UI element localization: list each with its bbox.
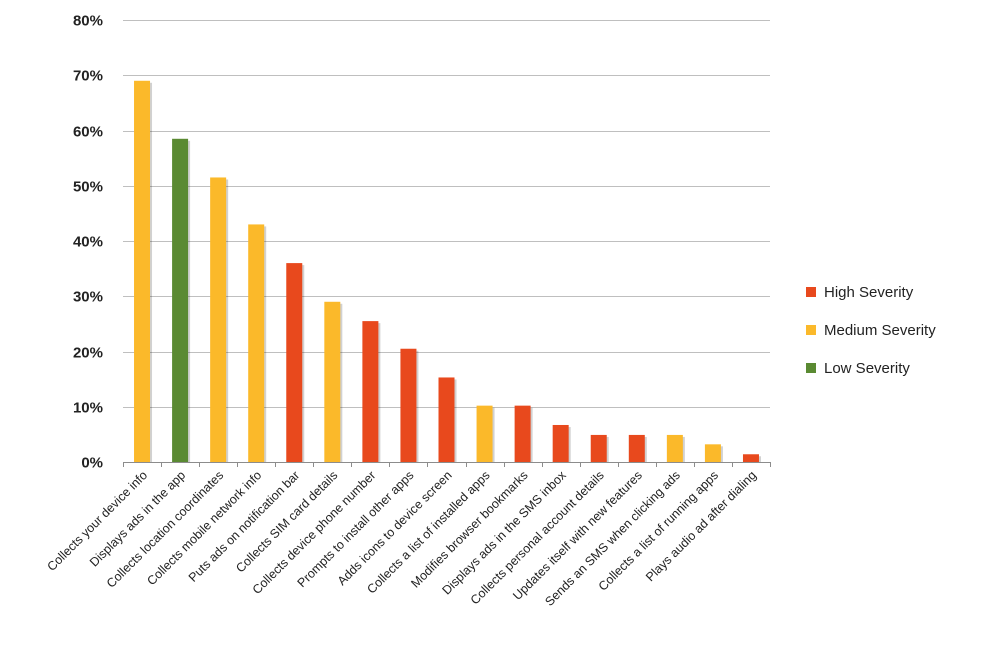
bar xyxy=(286,263,303,462)
bar xyxy=(552,424,569,462)
legend-label: Low Severity xyxy=(824,360,910,377)
legend-label: High Severity xyxy=(824,284,914,301)
y-tick-label: 20% xyxy=(73,345,103,362)
bar xyxy=(704,444,721,462)
y-tick-label: 0% xyxy=(81,455,103,472)
bar xyxy=(742,454,759,462)
legend-swatch xyxy=(806,287,816,297)
y-tick-label: 50% xyxy=(73,179,103,196)
bar xyxy=(362,321,379,462)
legend: High Severity Medium Severity Low Severity xyxy=(806,284,936,377)
bar xyxy=(210,177,227,462)
y-tick-label: 10% xyxy=(73,400,103,417)
bar xyxy=(438,377,455,462)
bar xyxy=(134,80,151,463)
y-axis-tick-labels: 0% 10% 20% 30% 40% 50% 60% 70% 80% xyxy=(73,13,103,472)
bar xyxy=(628,434,645,462)
legend-swatch xyxy=(806,325,816,335)
legend-swatch xyxy=(806,363,816,373)
y-tick-label: 40% xyxy=(73,234,103,251)
bars xyxy=(134,80,761,463)
y-tick-label: 30% xyxy=(73,289,103,306)
gridlines xyxy=(123,20,771,467)
bar xyxy=(514,405,531,462)
bar xyxy=(172,138,189,462)
bar xyxy=(666,434,683,462)
legend-label: Medium Severity xyxy=(824,322,936,339)
bar xyxy=(324,301,341,462)
bar xyxy=(476,405,493,462)
y-tick-label: 60% xyxy=(73,124,103,141)
y-tick-label: 80% xyxy=(73,13,103,30)
y-tick-label: 70% xyxy=(73,68,103,85)
bar xyxy=(400,348,417,462)
bar xyxy=(248,224,265,462)
bar xyxy=(590,434,607,462)
